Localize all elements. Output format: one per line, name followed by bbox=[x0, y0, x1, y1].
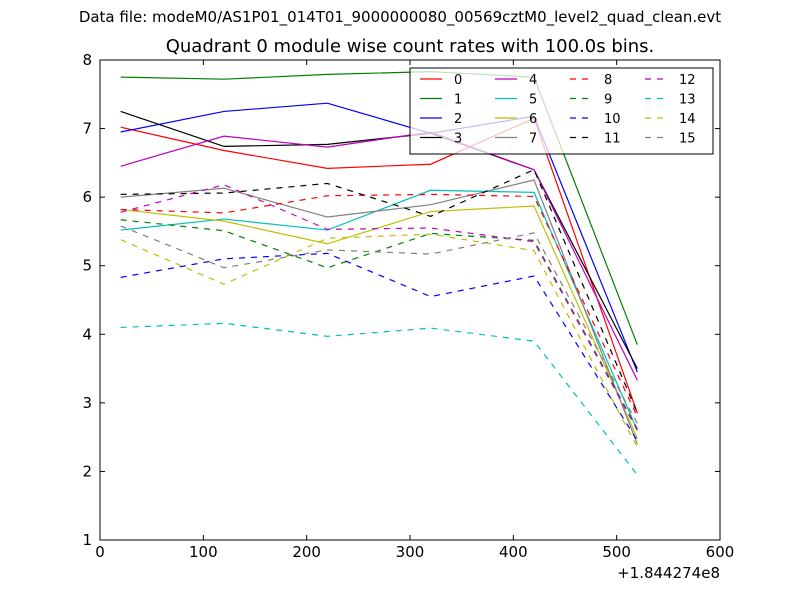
legend-box bbox=[409, 67, 714, 155]
series-line-6 bbox=[120, 205, 638, 439]
series-line-12 bbox=[120, 184, 638, 431]
series-line-15 bbox=[120, 225, 638, 424]
legend-label-3: 3 bbox=[454, 132, 462, 147]
legend-label-0: 0 bbox=[454, 73, 462, 88]
series-line-10 bbox=[120, 252, 638, 441]
y-tick-label: 1 bbox=[82, 531, 92, 549]
series-line-14 bbox=[120, 233, 638, 448]
y-tick-label: 7 bbox=[82, 120, 92, 138]
legend-label-9: 9 bbox=[604, 93, 612, 108]
legend-label-1: 1 bbox=[454, 93, 462, 108]
legend-label-5: 5 bbox=[529, 93, 537, 108]
series-line-4 bbox=[120, 131, 638, 381]
y-tick-label: 8 bbox=[82, 51, 92, 69]
legend-label-13: 13 bbox=[679, 93, 696, 108]
series-line-5 bbox=[120, 189, 638, 431]
x-tick-label: 600 bbox=[706, 543, 735, 561]
series-line-9 bbox=[120, 219, 638, 430]
legend-label-7: 7 bbox=[529, 132, 537, 147]
x-tick-label: 100 bbox=[189, 543, 218, 561]
y-tick-label: 2 bbox=[82, 462, 92, 480]
series-line-11 bbox=[120, 168, 638, 414]
series-line-13 bbox=[120, 322, 638, 476]
chart-title: Quadrant 0 module wise count rates with … bbox=[165, 36, 655, 57]
y-tick-label: 5 bbox=[82, 257, 92, 275]
legend-label-15: 15 bbox=[679, 132, 696, 147]
series-line-8 bbox=[120, 193, 638, 417]
x-tick-label: 500 bbox=[602, 543, 631, 561]
legend-label-12: 12 bbox=[679, 73, 696, 88]
legend-label-14: 14 bbox=[679, 112, 696, 127]
legend-label-10: 10 bbox=[604, 112, 621, 127]
y-tick-label: 3 bbox=[82, 394, 92, 412]
x-tick-label: 400 bbox=[499, 543, 528, 561]
x-axis-offset-label: +1.844274e8 bbox=[617, 564, 720, 582]
figure-suptitle: Data file: modeM0/AS1P01_014T01_90000000… bbox=[78, 8, 722, 26]
legend-label-6: 6 bbox=[529, 112, 537, 127]
legend-label-11: 11 bbox=[604, 132, 621, 147]
series-line-2 bbox=[120, 102, 638, 373]
y-tick-label: 6 bbox=[82, 188, 92, 206]
series-line-0 bbox=[120, 117, 638, 414]
x-tick-label: 300 bbox=[396, 543, 425, 561]
x-tick-label: 0 bbox=[95, 543, 105, 561]
x-tick-label: 200 bbox=[292, 543, 321, 561]
y-tick-label: 4 bbox=[82, 325, 92, 343]
legend-label-4: 4 bbox=[529, 73, 537, 88]
legend-label-8: 8 bbox=[604, 73, 612, 88]
legend-label-2: 2 bbox=[454, 112, 462, 127]
